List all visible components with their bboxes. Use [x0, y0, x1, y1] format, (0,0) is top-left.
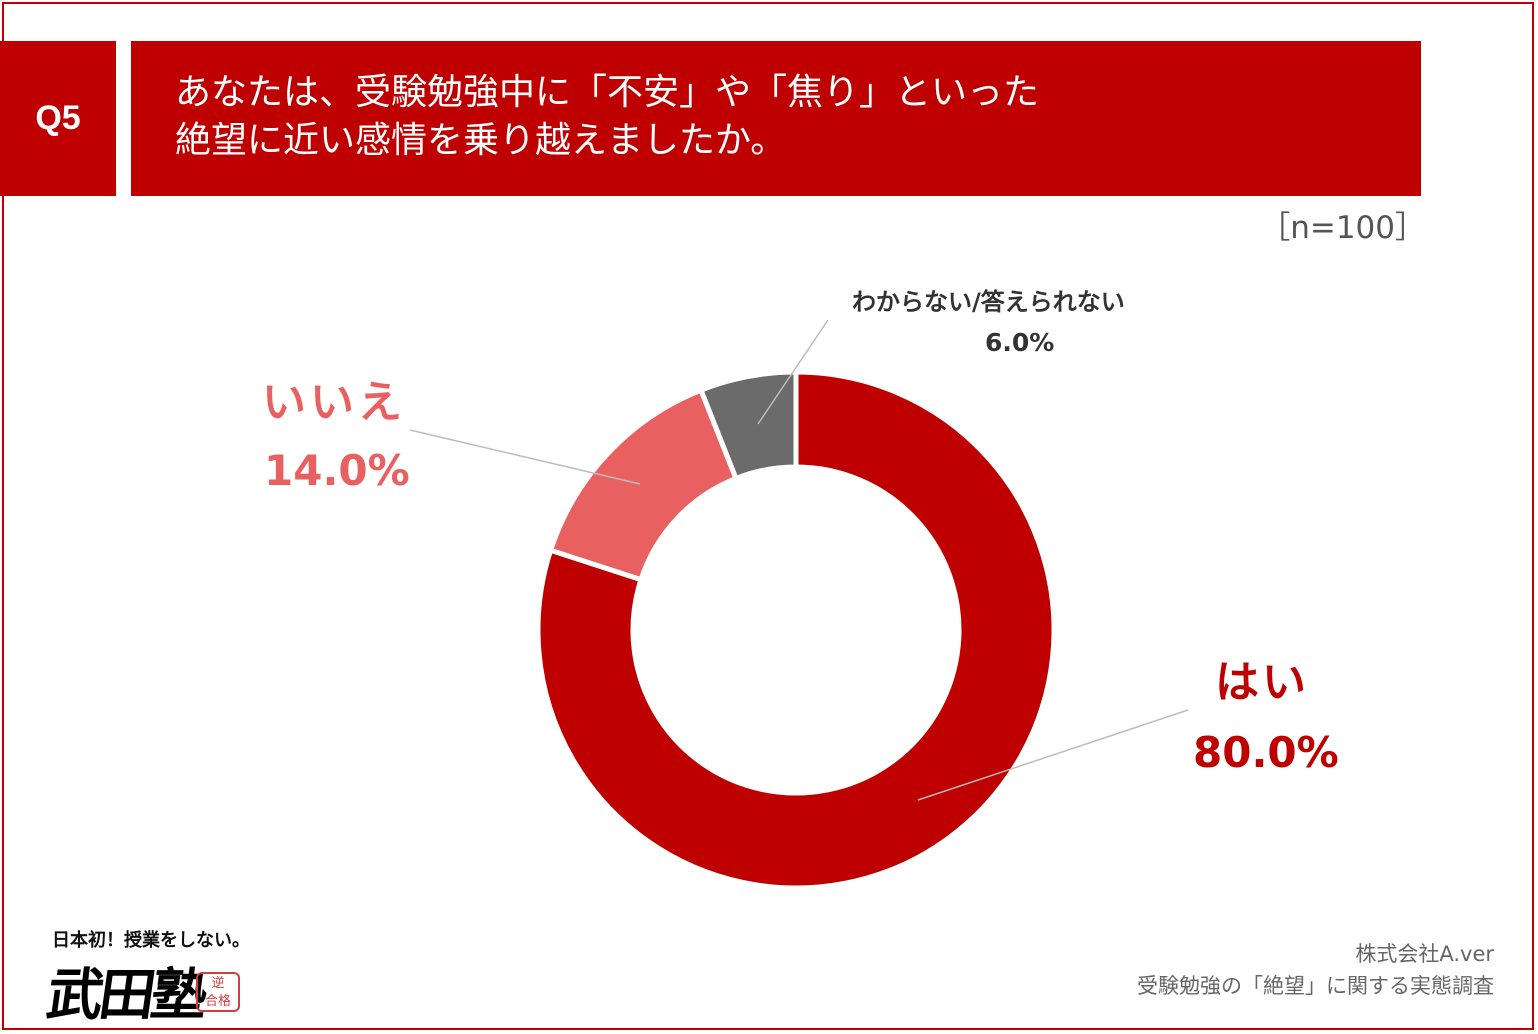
question-title-box: あなたは、受験勉強中に「不安」や「焦り」といった 絶望に近い感情を乗り越えました…: [131, 41, 1421, 196]
slice-label-yes: はい: [1215, 657, 1309, 708]
question-title-line-2: 絶望に近い感情を乗り越えましたか。: [175, 120, 787, 161]
slice-label-no: いいえ: [262, 377, 406, 428]
logo-stamp-line-1: 逆: [211, 976, 225, 991]
slice-yes: [535, 369, 1057, 891]
logo-stamp-line-2: 合格: [204, 994, 231, 1009]
sample-size: ［n=100］: [1259, 210, 1426, 246]
slice-value-yes: 80.0%: [1193, 728, 1339, 777]
credit-company: 株式会社A.ver: [1355, 942, 1494, 966]
credit-survey: 受験勉強の「絶望」に関する実態調査: [1137, 974, 1494, 998]
slice-label-unknown: わからない/答えられない: [852, 288, 1125, 316]
question-number-box: Q5: [0, 41, 116, 196]
slice-no: [547, 386, 740, 583]
logo-wordmark: 武田塾: [42, 962, 209, 1028]
slice-value-unknown: 6.0%: [985, 328, 1055, 357]
question-title-line-1: あなたは、受験勉強中に「不安」や「焦り」といった: [175, 72, 1040, 113]
leader-line-no: [409, 429, 641, 485]
logo-stamp: 逆 合格: [196, 972, 240, 1012]
credit-block: 株式会社A.ver 受験勉強の「絶望」に関する実態調査: [1137, 938, 1494, 1002]
leader-line-yes: [917, 709, 1189, 801]
slice-value-no: 14.0%: [264, 446, 410, 495]
leader-line-unknown: [757, 319, 829, 425]
slice-unknown: [697, 369, 799, 482]
logo-tagline: 日本初！授業をしない。: [52, 930, 250, 951]
question-number: Q5: [35, 99, 81, 137]
